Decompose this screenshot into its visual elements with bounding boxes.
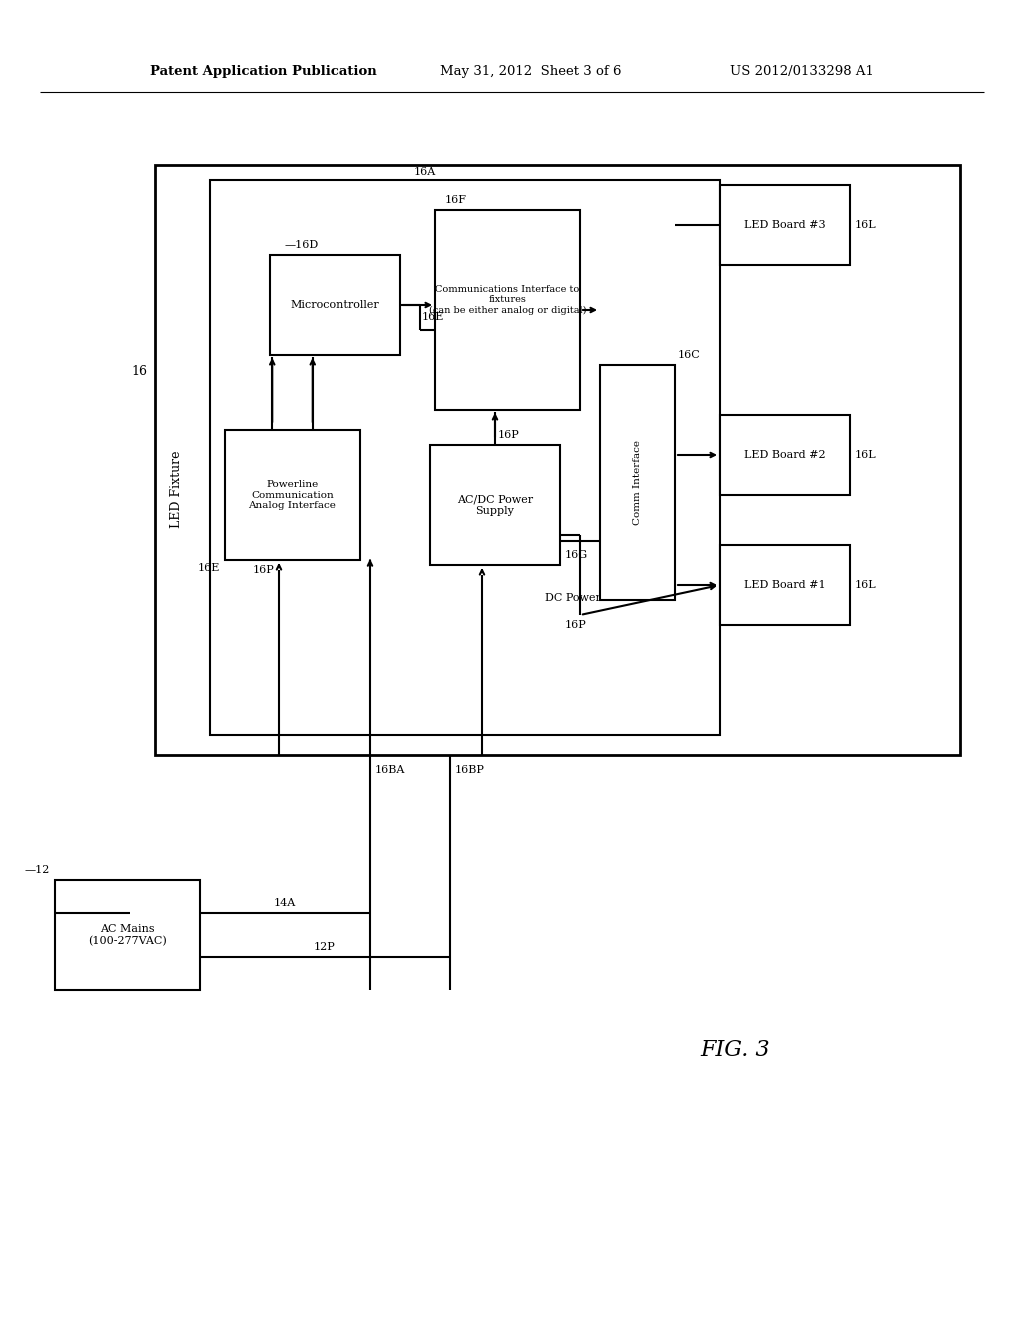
Text: AC Mains
(100-277VAC): AC Mains (100-277VAC) xyxy=(88,924,167,946)
Text: —12: —12 xyxy=(25,865,50,875)
Text: LED Board #2: LED Board #2 xyxy=(744,450,825,459)
Text: 16: 16 xyxy=(131,366,147,378)
Text: 16E: 16E xyxy=(422,312,444,322)
Text: 16C: 16C xyxy=(678,350,700,360)
Bar xyxy=(435,210,580,411)
Text: LED Board #3: LED Board #3 xyxy=(744,220,825,230)
Text: LED Fixture: LED Fixture xyxy=(171,450,183,528)
Text: US 2012/0133298 A1: US 2012/0133298 A1 xyxy=(730,66,873,78)
Text: 16E: 16E xyxy=(198,564,220,573)
Bar xyxy=(430,445,560,565)
Bar xyxy=(720,545,850,624)
Text: LED Board #1: LED Board #1 xyxy=(744,579,825,590)
Text: 16L: 16L xyxy=(855,220,877,230)
Bar xyxy=(270,255,400,355)
Text: AC/DC Power
Supply: AC/DC Power Supply xyxy=(457,494,534,516)
Text: 16P: 16P xyxy=(498,430,520,440)
Bar xyxy=(210,180,720,735)
Text: 16P: 16P xyxy=(565,620,587,630)
Bar xyxy=(720,185,850,265)
Text: Comm Interface: Comm Interface xyxy=(633,440,642,525)
Text: 12P: 12P xyxy=(314,942,336,952)
Bar xyxy=(55,880,200,990)
Text: 16L: 16L xyxy=(855,450,877,459)
Text: 16BP: 16BP xyxy=(455,766,485,775)
Text: 16L: 16L xyxy=(855,579,877,590)
Bar xyxy=(720,414,850,495)
Bar xyxy=(155,165,961,755)
Text: Microcontroller: Microcontroller xyxy=(291,300,379,310)
Text: FIG. 3: FIG. 3 xyxy=(700,1039,770,1061)
Text: Patent Application Publication: Patent Application Publication xyxy=(150,66,377,78)
Text: Communications Interface to
fixtures
(can be either analog or digital): Communications Interface to fixtures (ca… xyxy=(429,285,587,315)
Text: —16D: —16D xyxy=(285,240,319,249)
Text: 16P: 16P xyxy=(252,565,274,576)
Text: 16G: 16G xyxy=(565,550,588,560)
Text: Powerline
Communication
Analog Interface: Powerline Communication Analog Interface xyxy=(249,480,337,510)
Text: DC Power: DC Power xyxy=(545,593,601,603)
Text: 14A: 14A xyxy=(273,898,296,908)
Text: 16BA: 16BA xyxy=(375,766,406,775)
Bar xyxy=(600,366,675,601)
Text: 16A: 16A xyxy=(414,168,436,177)
Bar xyxy=(225,430,360,560)
Text: May 31, 2012  Sheet 3 of 6: May 31, 2012 Sheet 3 of 6 xyxy=(440,66,622,78)
Text: 16F: 16F xyxy=(445,195,467,205)
